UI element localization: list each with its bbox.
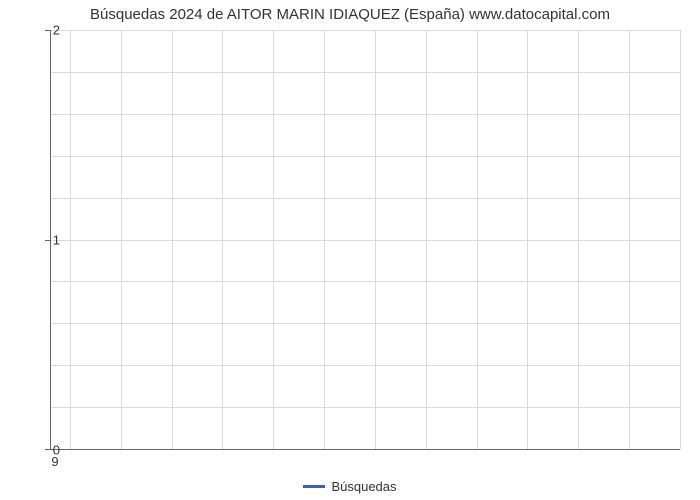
gridline-v (578, 30, 579, 449)
y-axis-label: 2 (53, 23, 60, 38)
gridline-h (51, 156, 680, 157)
chart-title: Búsquedas 2024 de AITOR MARIN IDIAQUEZ (… (0, 6, 700, 23)
x-axis-label: 9 (51, 454, 58, 469)
legend-label: Búsquedas (331, 479, 396, 494)
gridline-h (51, 114, 680, 115)
chart-container: Búsquedas 2024 de AITOR MARIN IDIAQUEZ (… (0, 0, 700, 500)
gridline-h (51, 198, 680, 199)
gridline-v (477, 30, 478, 449)
legend: Búsquedas (0, 478, 700, 494)
gridline-v (629, 30, 630, 449)
gridline-v (324, 30, 325, 449)
gridline-v (426, 30, 427, 449)
y-axis-label: 1 (53, 233, 60, 248)
plot-area (50, 30, 680, 450)
gridline-h (51, 323, 680, 324)
gridline-h (51, 281, 680, 282)
y-tick (45, 240, 51, 241)
gridline-v (527, 30, 528, 449)
y-tick (45, 30, 51, 31)
gridline-h (51, 407, 680, 408)
gridline-h (51, 30, 680, 31)
gridline-v (273, 30, 274, 449)
gridline-h (51, 365, 680, 366)
gridline-h (51, 72, 680, 73)
gridline-v (680, 30, 681, 449)
gridline-v (172, 30, 173, 449)
gridline-v (222, 30, 223, 449)
gridline-v (375, 30, 376, 449)
gridline-h (51, 240, 680, 241)
legend-line-icon (303, 485, 325, 488)
y-tick (45, 449, 51, 450)
gridline-v (70, 30, 71, 449)
gridline-v (121, 30, 122, 449)
